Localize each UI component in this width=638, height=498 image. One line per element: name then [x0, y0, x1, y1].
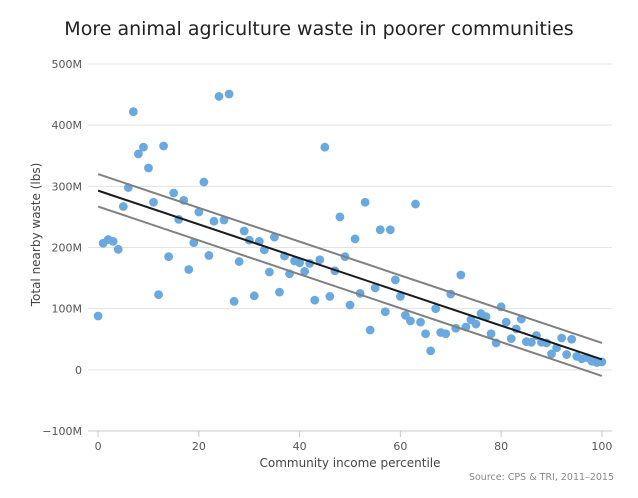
data-point [108, 236, 118, 246]
data-point [204, 251, 214, 260]
data-point [486, 329, 496, 339]
data-point [159, 141, 168, 151]
chart-source: Source: CPS & TRI, 2011–2015 [468, 472, 614, 483]
x-tick-label: 80 [494, 440, 508, 453]
data-point [567, 334, 577, 344]
data-point [456, 270, 466, 280]
confidence-band-upper [97, 173, 603, 344]
x-tick-label: 40 [293, 440, 307, 453]
x-tick-label: 20 [192, 440, 206, 453]
data-point [154, 290, 163, 299]
data-point [300, 266, 310, 276]
data-point [416, 317, 425, 327]
data-point [390, 275, 400, 285]
data-point [113, 244, 123, 254]
data-point [411, 199, 420, 209]
data-point [275, 287, 284, 297]
confidence-band-lower [97, 205, 603, 377]
data-point [471, 319, 481, 329]
data-point [441, 329, 451, 339]
data-point [395, 292, 405, 301]
data-point [310, 295, 320, 305]
data-point [370, 283, 380, 293]
data-point [526, 337, 536, 347]
x-tick-label: 100 [591, 440, 612, 453]
data-point [295, 258, 305, 268]
y-tick-label: 200M [52, 242, 83, 255]
y-tick-label: −100M [42, 425, 82, 438]
data-point [506, 334, 516, 344]
data-point [320, 142, 330, 152]
data-point [194, 207, 204, 217]
data-point [184, 265, 194, 274]
data-point [426, 346, 436, 356]
data-point [360, 197, 370, 207]
data-point [229, 296, 239, 306]
data-point [199, 177, 209, 187]
y-tick-label: 300M [52, 180, 83, 193]
data-point [164, 252, 174, 262]
data-point [431, 304, 441, 314]
x-tick-label: 60 [393, 440, 407, 453]
y-tick-label: 100M [52, 303, 83, 316]
data-point [93, 311, 103, 321]
data-point [169, 188, 179, 198]
data-point [325, 292, 335, 301]
data-point [224, 89, 234, 99]
y-tick-label: 0 [75, 364, 82, 377]
data-point [128, 107, 138, 117]
data-point [421, 329, 430, 339]
data-point [149, 197, 158, 207]
data-point [118, 202, 128, 211]
data-point [214, 92, 224, 101]
data-point [385, 225, 395, 235]
data-point [345, 300, 355, 310]
data-point [144, 163, 153, 173]
data-point [234, 257, 244, 266]
data-point [350, 234, 360, 244]
data-point [380, 307, 390, 317]
chart-title: More animal agriculture waste in poorer … [64, 18, 574, 40]
data-point [365, 325, 375, 335]
y-axis-label: Total nearby waste (lbs) [29, 163, 43, 308]
data-point [375, 225, 385, 235]
y-tick-label: 500M [52, 58, 83, 71]
regression-line [97, 189, 603, 361]
data-point [239, 226, 249, 236]
data-point [133, 149, 143, 159]
data-point [562, 350, 572, 359]
x-axis-label: Community income percentile [259, 456, 440, 470]
data-point [501, 317, 511, 327]
data-point [557, 333, 567, 343]
data-point [139, 142, 148, 152]
x-tick-label: 0 [95, 440, 102, 453]
data-point [547, 349, 556, 359]
y-tick-label: 400M [52, 119, 83, 132]
data-point [335, 212, 345, 222]
data-point [315, 255, 325, 265]
data-point [209, 216, 219, 226]
data-point [249, 291, 259, 301]
data-point [264, 267, 274, 277]
data-point [406, 316, 415, 326]
